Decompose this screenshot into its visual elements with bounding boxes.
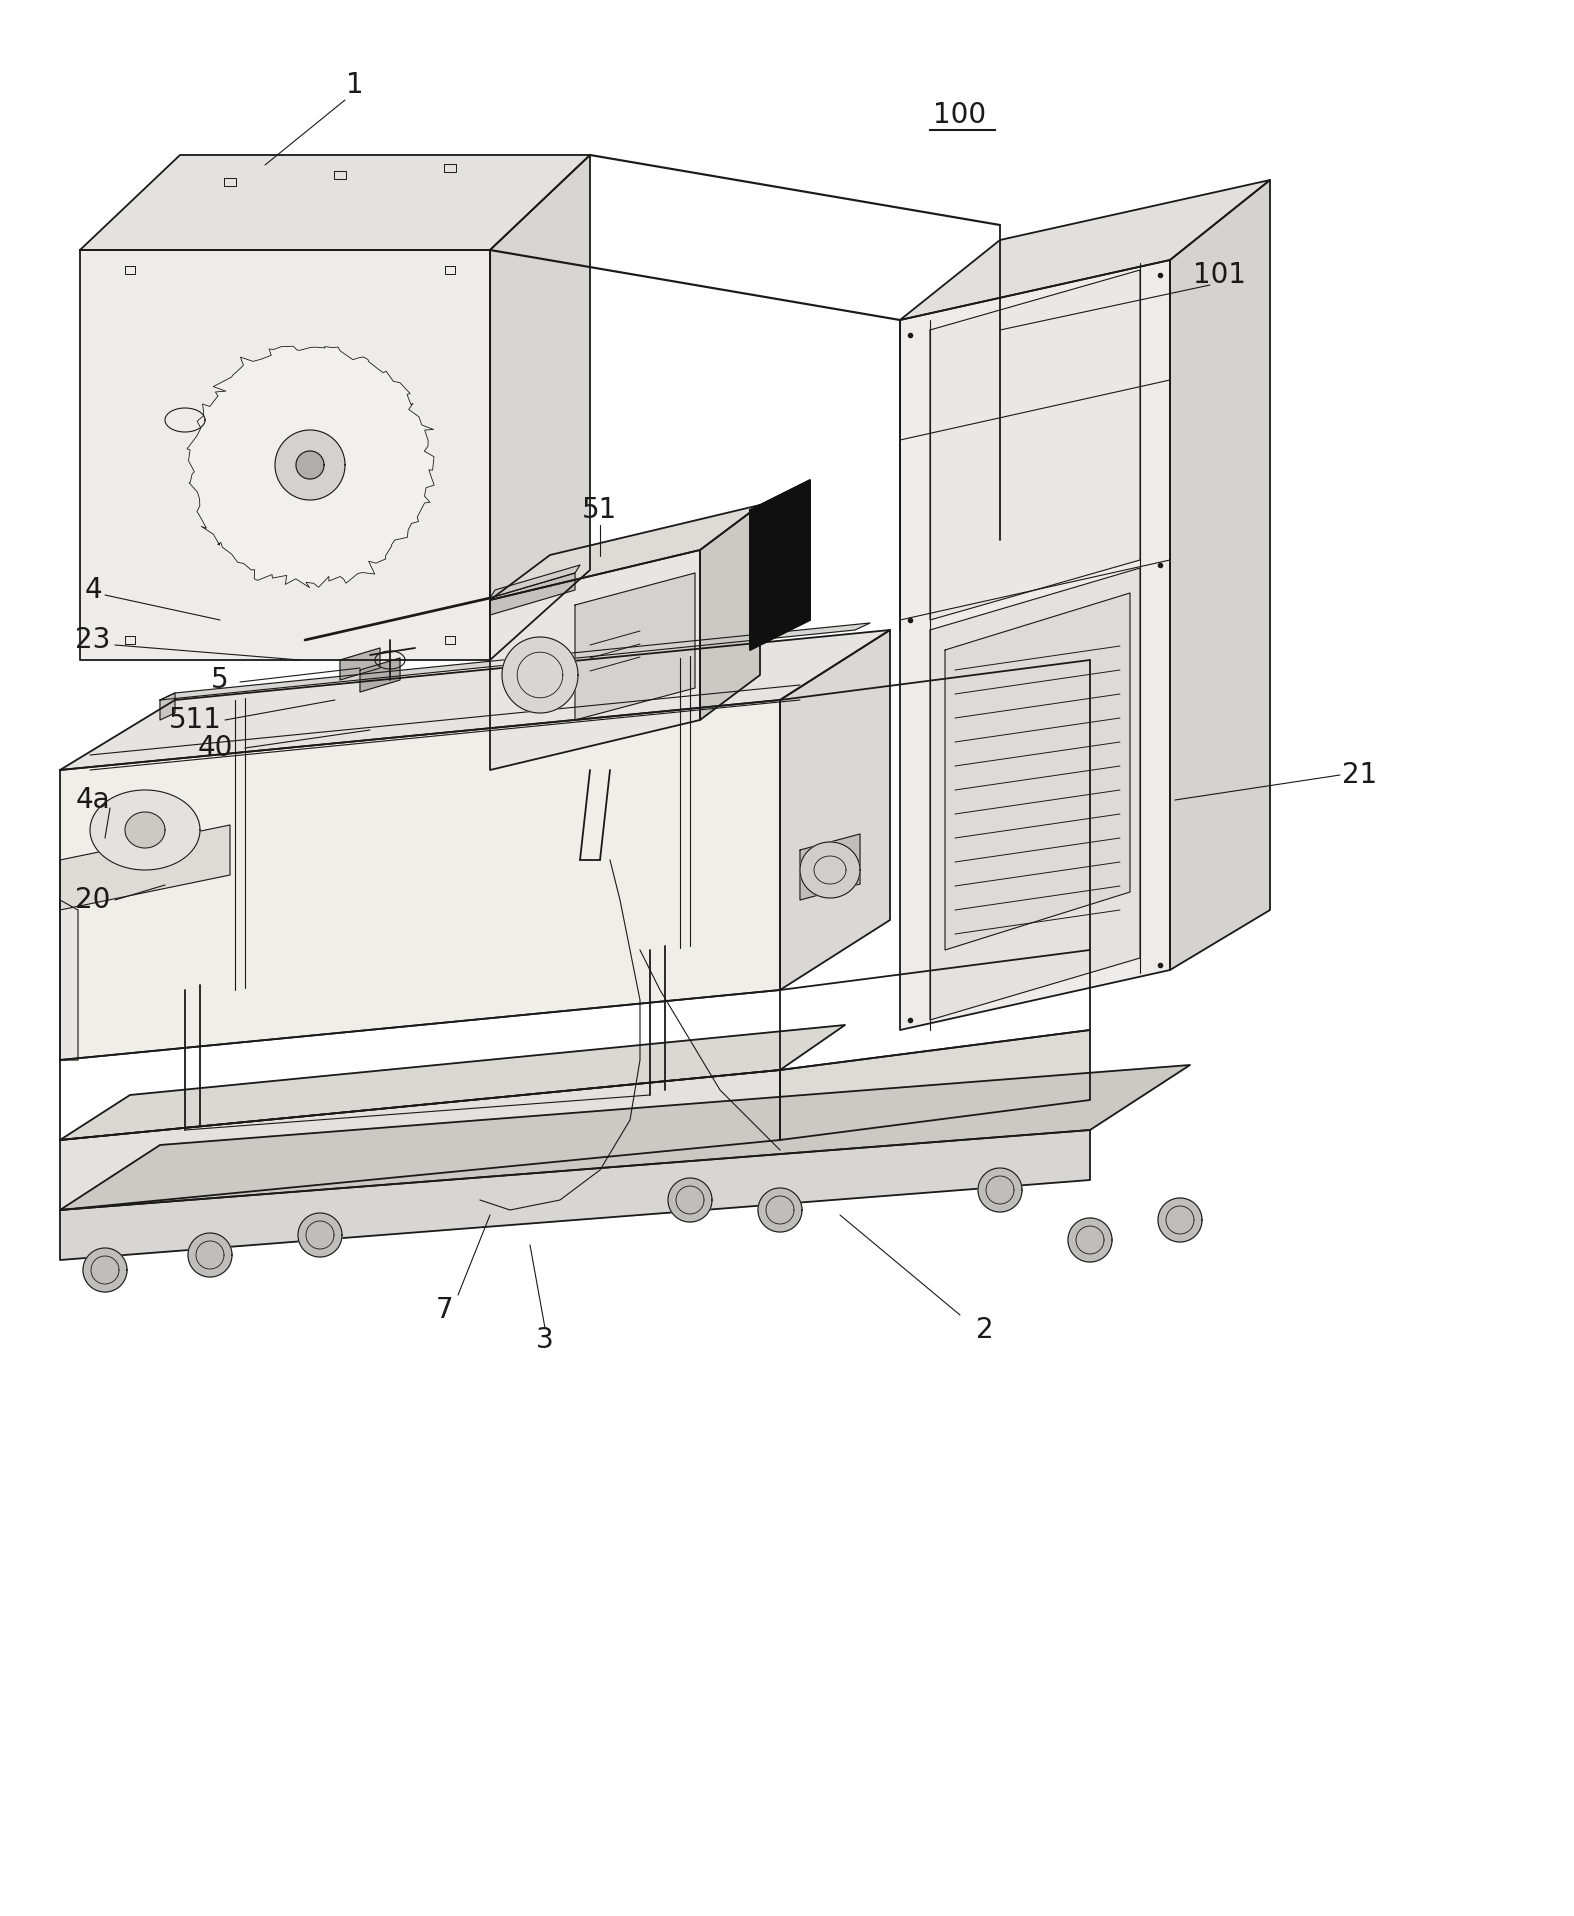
Polygon shape — [1069, 1219, 1111, 1263]
Text: 20: 20 — [76, 885, 110, 914]
Polygon shape — [900, 180, 1270, 320]
Polygon shape — [80, 249, 490, 659]
Text: 7: 7 — [436, 1295, 453, 1324]
Polygon shape — [90, 789, 200, 870]
Polygon shape — [759, 1188, 803, 1232]
Text: 511: 511 — [168, 705, 222, 734]
Polygon shape — [490, 550, 700, 770]
Polygon shape — [667, 1178, 711, 1222]
Text: 100: 100 — [933, 102, 987, 128]
Text: 101: 101 — [1193, 261, 1247, 289]
Polygon shape — [340, 648, 379, 680]
Text: 4a: 4a — [76, 786, 110, 814]
Text: 51: 51 — [582, 496, 617, 523]
Polygon shape — [490, 565, 579, 598]
Polygon shape — [930, 270, 1140, 621]
Polygon shape — [187, 347, 434, 588]
Polygon shape — [275, 429, 345, 500]
Polygon shape — [60, 901, 79, 1060]
Polygon shape — [124, 812, 165, 849]
Polygon shape — [781, 630, 889, 991]
Polygon shape — [80, 155, 590, 249]
Text: 40: 40 — [197, 734, 233, 763]
Text: 5: 5 — [211, 667, 228, 694]
Text: 1: 1 — [346, 71, 364, 100]
Polygon shape — [187, 1234, 231, 1276]
Polygon shape — [297, 1213, 342, 1257]
Polygon shape — [161, 623, 870, 699]
Polygon shape — [781, 1031, 1091, 1140]
Polygon shape — [60, 1130, 1091, 1261]
Polygon shape — [1169, 180, 1270, 969]
Polygon shape — [930, 567, 1140, 1019]
Polygon shape — [60, 699, 781, 1060]
Polygon shape — [977, 1169, 1022, 1213]
Polygon shape — [83, 1247, 127, 1291]
Polygon shape — [900, 261, 1169, 1031]
Polygon shape — [944, 592, 1130, 950]
Polygon shape — [360, 657, 400, 692]
Polygon shape — [60, 1025, 845, 1140]
Text: 2: 2 — [976, 1316, 993, 1343]
Polygon shape — [490, 506, 760, 600]
Polygon shape — [502, 636, 578, 713]
Polygon shape — [800, 833, 859, 901]
Polygon shape — [296, 450, 324, 479]
Polygon shape — [800, 841, 859, 899]
Text: 23: 23 — [76, 627, 110, 653]
Polygon shape — [60, 1069, 781, 1211]
Polygon shape — [749, 481, 811, 650]
Polygon shape — [60, 826, 230, 910]
Text: 21: 21 — [1343, 761, 1377, 789]
Polygon shape — [490, 155, 590, 659]
Text: 3: 3 — [537, 1326, 554, 1355]
Polygon shape — [1158, 1198, 1203, 1242]
Text: 4: 4 — [83, 577, 102, 604]
Polygon shape — [60, 1065, 1190, 1211]
Polygon shape — [575, 573, 696, 720]
Polygon shape — [60, 630, 889, 770]
Polygon shape — [161, 694, 175, 720]
Polygon shape — [490, 573, 575, 615]
Polygon shape — [700, 506, 760, 720]
